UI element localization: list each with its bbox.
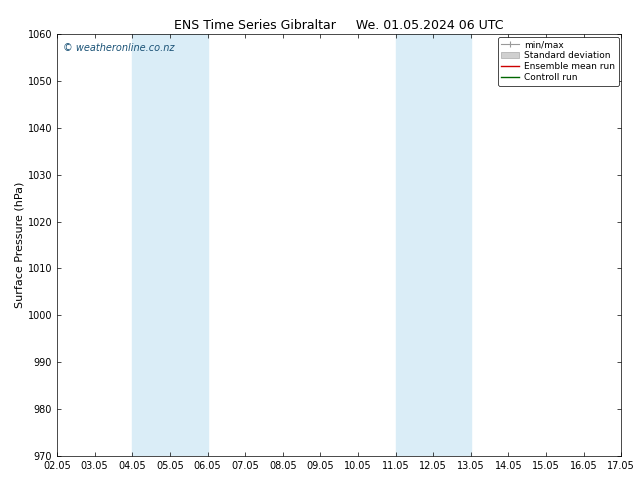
Text: © weatheronline.co.nz: © weatheronline.co.nz [63,43,174,53]
Bar [133,34,207,456]
Legend: min/max, Standard deviation, Ensemble mean run, Controll run: min/max, Standard deviation, Ensemble me… [498,37,619,86]
Y-axis label: Surface Pressure (hPa): Surface Pressure (hPa) [15,182,25,308]
Title: ENS Time Series Gibraltar     We. 01.05.2024 06 UTC: ENS Time Series Gibraltar We. 01.05.2024… [174,19,504,32]
Bar [396,34,471,456]
